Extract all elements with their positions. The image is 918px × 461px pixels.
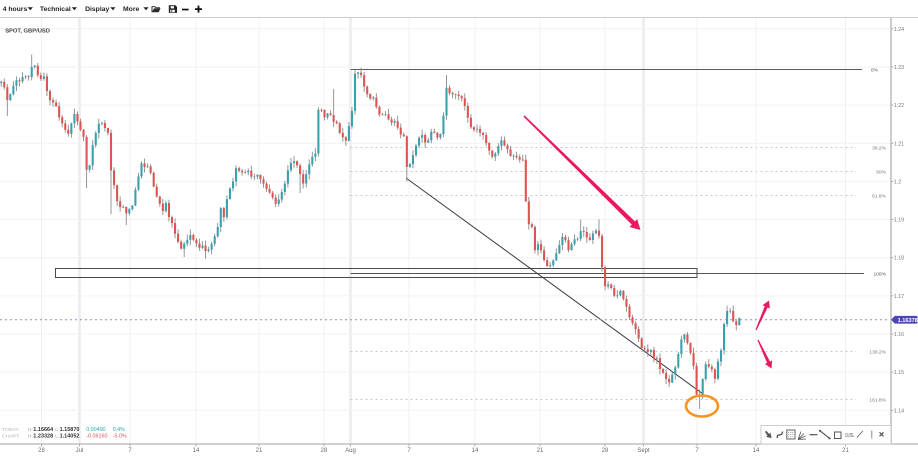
svg-text:L:: L: <box>55 427 59 432</box>
svg-text:1.24: 1.24 <box>894 27 904 33</box>
svg-text:138.2%: 138.2% <box>869 350 886 356</box>
svg-text:21: 21 <box>256 448 263 454</box>
svg-text:14: 14 <box>193 448 200 454</box>
svg-text:1.15870: 1.15870 <box>60 427 80 433</box>
svg-text:More: More <box>123 6 139 13</box>
svg-text:7: 7 <box>128 448 132 454</box>
svg-text:-0.06160: -0.06160 <box>86 434 107 440</box>
svg-text:1.18: 1.18 <box>894 256 904 262</box>
svg-text:7: 7 <box>407 448 411 454</box>
svg-text:0.4%: 0.4% <box>113 427 125 433</box>
svg-text:0%: 0% <box>871 68 879 74</box>
svg-text:Jul: Jul <box>76 448 84 454</box>
svg-text:100%: 100% <box>873 272 886 278</box>
svg-text:21: 21 <box>842 448 849 454</box>
svg-text:Aug: Aug <box>345 448 356 454</box>
svg-text:1.22: 1.22 <box>894 103 904 109</box>
svg-text:50%: 50% <box>876 170 886 176</box>
svg-text:28: 28 <box>602 448 609 454</box>
svg-text:0.00490: 0.00490 <box>86 427 106 433</box>
svg-text:1.2: 1.2 <box>894 179 901 185</box>
svg-text:H:: H: <box>28 434 33 439</box>
svg-text:1.21: 1.21 <box>894 141 904 147</box>
svg-text:1.23: 1.23 <box>894 65 904 71</box>
svg-text:H:: H: <box>28 427 33 432</box>
svg-text:CHART:: CHART: <box>2 434 20 440</box>
svg-text:61.8%: 61.8% <box>872 194 887 200</box>
svg-text:1.19: 1.19 <box>894 218 904 224</box>
svg-text:-5.0%: -5.0% <box>113 434 127 440</box>
svg-text:1.16: 1.16 <box>894 332 904 338</box>
svg-text:Display: Display <box>85 6 109 13</box>
svg-text:7: 7 <box>695 448 699 454</box>
svg-text:4 hours: 4 hours <box>3 6 28 13</box>
svg-text:TODAY:: TODAY: <box>2 427 19 433</box>
svg-text:38.2%: 38.2% <box>872 146 887 152</box>
svg-text:1.23328: 1.23328 <box>33 434 53 440</box>
svg-text:1.14: 1.14 <box>894 408 904 414</box>
svg-text:SPOT, GBP/USD: SPOT, GBP/USD <box>5 28 50 34</box>
svg-text:1.16664: 1.16664 <box>33 427 54 433</box>
svg-text:1.17: 1.17 <box>894 294 904 300</box>
svg-text:28: 28 <box>38 448 45 454</box>
svg-text:Sept: Sept <box>637 448 650 454</box>
svg-text:21: 21 <box>537 448 544 454</box>
svg-text:1.15: 1.15 <box>894 370 904 376</box>
svg-text:161.8%: 161.8% <box>869 398 886 404</box>
svg-text:14: 14 <box>472 448 479 454</box>
svg-text:1.14052: 1.14052 <box>60 434 80 440</box>
svg-text:L:: L: <box>55 434 59 439</box>
svg-text:1.16378: 1.16378 <box>898 318 918 324</box>
svg-text:28: 28 <box>321 448 328 454</box>
svg-text:14: 14 <box>753 448 760 454</box>
svg-text:Technical: Technical <box>40 6 71 13</box>
